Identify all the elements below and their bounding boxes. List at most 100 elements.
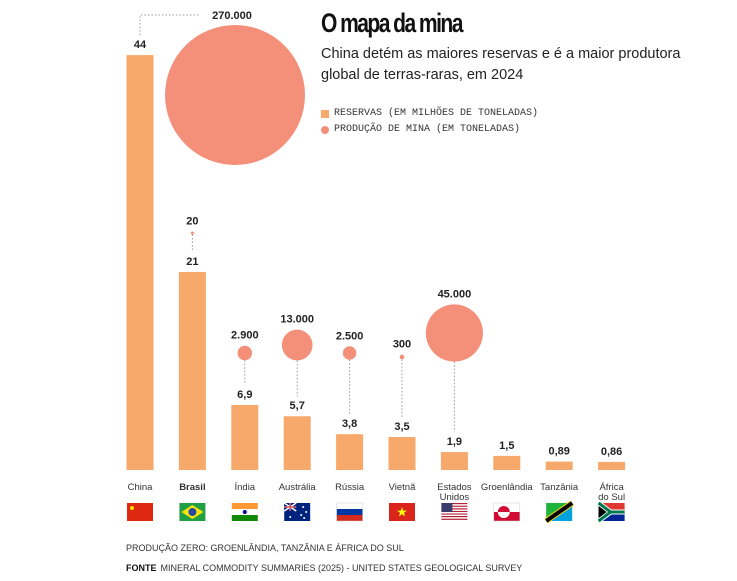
legend-reservas: RESERVAS (EM MILHÕES DE TONELADAS): [321, 108, 538, 119]
flag-part: [545, 501, 574, 523]
bar-label: 0,89: [548, 446, 569, 458]
category-label: do Sul: [598, 492, 625, 503]
flag-part: [441, 503, 468, 505]
flag-part: [130, 506, 134, 510]
flag-br-icon: [179, 503, 206, 521]
leader-line: [139, 14, 200, 36]
flag-part: [302, 506, 305, 508]
flag-part: [397, 507, 407, 517]
flag-part: [305, 511, 308, 513]
legend-square-icon: [321, 109, 329, 118]
flag-part: [597, 501, 625, 523]
flag-part: [441, 505, 468, 507]
footnote: PRODUÇÃO ZERO: GROENLÂNDIA, TANZÂNIA E Á…: [126, 543, 404, 553]
category-label: Groenlândia: [481, 482, 533, 493]
bar-label: 1,9: [447, 436, 462, 448]
bubble-label: 45.000: [438, 288, 472, 300]
flag-part: [441, 510, 468, 513]
flag-au-icon: [283, 502, 311, 521]
bubble-label: 2.900: [231, 330, 259, 342]
bubble-label: 300: [393, 339, 411, 351]
category-label: Rússia: [335, 482, 365, 493]
flag-part: [441, 516, 468, 518]
category-label: Unidos: [440, 492, 470, 503]
flag-part: [441, 508, 468, 510]
flag-tz-icon: [544, 500, 574, 524]
flag-part: [493, 502, 521, 522]
bubble-5: [399, 354, 405, 360]
bubble-label: 13.000: [280, 314, 314, 326]
bar-label: 5,7: [290, 400, 305, 412]
bubble-label: 2.500: [336, 330, 364, 342]
flag-part: [497, 506, 510, 512]
flag-part: [441, 506, 468, 509]
flag-part: [441, 518, 468, 520]
category-label: África: [599, 482, 624, 493]
flag-part: [242, 510, 247, 514]
flag-part: [336, 502, 363, 522]
flag-part: [441, 512, 468, 514]
category-label: Índia: [234, 482, 255, 493]
flag-part: [598, 503, 625, 512]
bar-9: [598, 461, 626, 470]
flag-part: [598, 506, 607, 518]
flag-part: [300, 514, 303, 516]
bar-label: 3,5: [394, 421, 409, 433]
chart-title: O mapa da mina: [321, 8, 463, 38]
legend-circle-icon: [321, 125, 329, 134]
flag-in-icon: [231, 503, 258, 521]
legend-producao: PRODUÇÃO DE MINA (EM TONELADAS): [321, 124, 520, 135]
flag-part: [497, 512, 510, 518]
flag-part: [336, 503, 363, 509]
bar-6: [440, 452, 468, 470]
flag-part: [441, 514, 468, 516]
bubble-0: [165, 25, 305, 165]
category-label: Austrália: [279, 482, 317, 493]
bubble-4: [342, 346, 357, 360]
bar-4: [336, 434, 364, 470]
bubble-label: 20: [186, 216, 198, 228]
flag-part: [303, 517, 306, 519]
bar-2: [231, 404, 259, 470]
bubble-1: [190, 231, 194, 235]
bar-label: 44: [134, 39, 147, 51]
bar-label: 0,86: [601, 446, 622, 458]
flag-part: [441, 503, 453, 512]
bubble-3: [281, 329, 313, 361]
flag-part: [127, 503, 153, 521]
flag-part: [336, 515, 363, 521]
source-text: MINERAL COMMODITY SUMMARIES (2025) - UNI…: [160, 563, 523, 573]
bar-0: [126, 55, 154, 470]
bubble-6: [425, 304, 483, 362]
bar-1: [178, 271, 206, 470]
category-label: Tanzânia: [540, 482, 579, 493]
flag-us-icon: [441, 503, 468, 520]
legend-label: PRODUÇÃO DE MINA (EM TONELADAS): [334, 124, 521, 135]
flag-gl-icon: [493, 502, 521, 522]
flag-part: [336, 509, 363, 515]
bar-8: [545, 461, 573, 470]
bar-label: 1,5: [499, 440, 514, 452]
flag-cn-icon: [127, 503, 153, 521]
flag-part: [441, 504, 468, 506]
bar-label: 6,9: [237, 389, 252, 401]
bubble-label: 270.000: [212, 10, 252, 22]
category-label: China: [128, 482, 154, 493]
flag-part: [284, 503, 297, 511]
bar-5: [388, 436, 416, 470]
flag-vn-icon: [389, 503, 415, 521]
flag-part: [441, 513, 468, 515]
flag-part: [598, 512, 625, 521]
legend-label: RESERVAS (EM MILHÕES DE TONELADAS): [334, 108, 539, 119]
flag-za-icon: [597, 501, 625, 523]
bar-7: [493, 455, 521, 470]
bar-3: [283, 416, 311, 470]
chart-subtitle: China detém as maiores reservas e é a ma…: [321, 46, 681, 83]
category-label: Estados: [437, 482, 472, 493]
category-label: Vietnã: [389, 482, 416, 493]
flag-part: [188, 508, 197, 516]
bar-label: 3,8: [342, 418, 357, 430]
source: FONTE MINERAL COMMODITY SUMMARIES (2025) …: [126, 563, 522, 573]
